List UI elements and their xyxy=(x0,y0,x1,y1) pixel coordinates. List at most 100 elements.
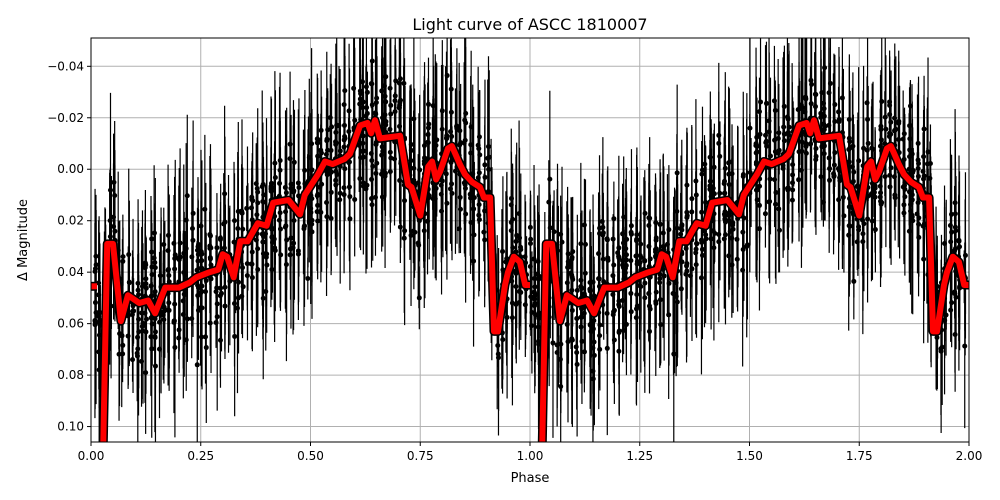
data-point xyxy=(364,105,370,111)
data-point xyxy=(634,303,640,309)
data-point xyxy=(570,249,576,255)
data-point xyxy=(157,273,163,279)
data-point xyxy=(710,185,716,191)
data-point xyxy=(776,130,782,136)
data-point xyxy=(840,194,846,200)
data-point xyxy=(849,164,855,170)
data-point xyxy=(253,181,259,187)
data-point xyxy=(532,276,538,282)
data-point xyxy=(202,206,208,212)
data-point xyxy=(255,267,261,273)
data-point xyxy=(758,99,764,105)
data-point xyxy=(112,228,118,234)
data-point xyxy=(449,133,455,139)
data-point xyxy=(574,315,580,321)
data-point xyxy=(324,136,330,142)
data-point xyxy=(416,295,422,301)
data-point xyxy=(763,132,769,138)
data-point xyxy=(920,223,926,229)
data-point xyxy=(647,328,653,334)
data-point xyxy=(364,182,370,188)
data-point xyxy=(269,267,275,273)
data-point xyxy=(900,136,906,142)
data-point xyxy=(214,245,220,251)
data-point xyxy=(476,170,482,176)
data-point xyxy=(813,145,819,151)
data-point xyxy=(678,286,684,292)
data-point xyxy=(277,167,283,173)
x-tick-label: 0.25 xyxy=(187,449,214,463)
data-point xyxy=(263,254,269,260)
data-point xyxy=(772,177,778,183)
data-point xyxy=(396,105,402,111)
data-point xyxy=(821,127,827,133)
data-point xyxy=(425,140,431,146)
data-point xyxy=(693,246,699,252)
data-point xyxy=(726,210,732,216)
data-point xyxy=(623,246,629,252)
data-point xyxy=(328,169,334,175)
data-point xyxy=(382,112,388,118)
data-point xyxy=(470,195,476,201)
data-point xyxy=(272,175,278,181)
data-point xyxy=(666,227,672,233)
data-point xyxy=(591,318,597,324)
data-point xyxy=(510,245,516,251)
data-point xyxy=(96,313,102,319)
data-point xyxy=(551,229,557,235)
data-point xyxy=(766,118,772,124)
data-point xyxy=(642,258,648,264)
data-point xyxy=(872,227,878,233)
data-point xyxy=(628,258,634,264)
data-point xyxy=(120,258,126,264)
data-point xyxy=(679,222,685,228)
data-point xyxy=(653,249,659,255)
data-point xyxy=(363,113,369,119)
data-point xyxy=(657,221,663,227)
data-point xyxy=(756,202,762,208)
data-point xyxy=(747,125,753,131)
y-tick-label: −0.04 xyxy=(47,59,84,73)
data-point xyxy=(513,270,519,276)
data-point xyxy=(165,307,171,313)
data-point xyxy=(796,177,802,183)
data-point xyxy=(767,199,773,205)
x-tick-label: 1.00 xyxy=(517,449,544,463)
data-point xyxy=(392,156,398,162)
data-point xyxy=(172,252,178,258)
x-tick-label: 2.00 xyxy=(956,449,983,463)
data-point xyxy=(126,279,132,285)
data-point xyxy=(347,194,353,200)
data-point xyxy=(232,333,238,339)
data-point xyxy=(218,285,224,291)
data-point xyxy=(616,254,622,260)
data-point xyxy=(604,345,610,351)
y-tick-label: 0.04 xyxy=(57,265,84,279)
data-point xyxy=(315,202,321,208)
data-point xyxy=(198,265,204,271)
data-point xyxy=(309,196,315,202)
data-point xyxy=(920,168,926,174)
data-point xyxy=(822,65,828,71)
data-point xyxy=(781,124,787,130)
data-point xyxy=(166,272,172,278)
data-point xyxy=(734,236,740,242)
data-point xyxy=(207,255,213,261)
data-point xyxy=(753,141,759,147)
data-point xyxy=(674,170,680,176)
data-point xyxy=(653,235,659,241)
data-point xyxy=(547,176,553,182)
y-tick-label: 0.00 xyxy=(57,162,84,176)
data-point xyxy=(808,77,814,83)
data-point xyxy=(351,85,357,91)
data-point xyxy=(250,198,256,204)
data-point xyxy=(763,138,769,144)
data-point xyxy=(268,183,274,189)
data-point xyxy=(803,94,809,100)
data-point xyxy=(915,140,921,146)
y-axis-label: Δ Magnitude xyxy=(16,199,31,281)
x-tick-label: 1.75 xyxy=(846,449,873,463)
y-tick-label: 0.08 xyxy=(57,368,84,382)
data-point xyxy=(671,351,677,357)
